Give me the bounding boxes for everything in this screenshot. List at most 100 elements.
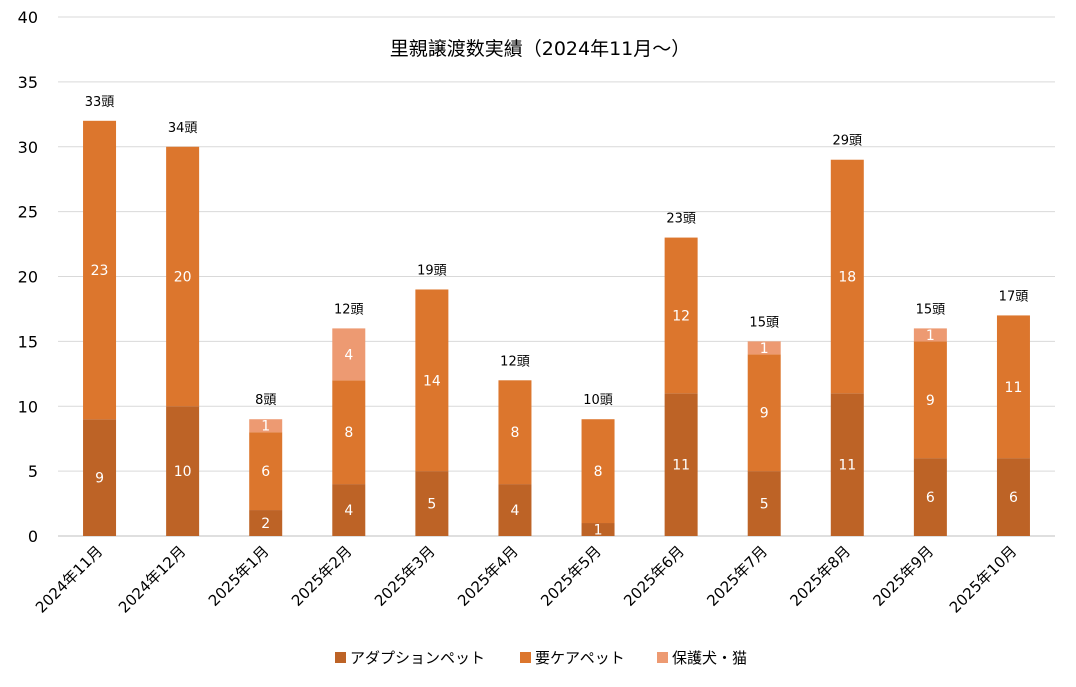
segment-value-label: 8 [344,425,353,441]
bar-segment [747,354,781,472]
bar-segment [83,419,117,536]
x-tick-label: 2025年10月 [946,542,1020,616]
y-tick-label: 5 [28,462,38,481]
bar-segment [996,315,1030,459]
segment-value-label: 1 [760,341,769,357]
total-label: 8頭 [255,393,276,408]
y-tick-label: 40 [18,8,38,27]
segment-value-label: 6 [1009,490,1018,506]
segment-value-label: 8 [510,425,519,441]
legend-label: 要ケアペット [535,649,625,667]
bar-segment [581,419,615,524]
bar-segment [830,159,864,394]
x-tick-label: 2025年8月 [786,542,854,610]
total-label: 17頭 [999,289,1029,304]
segment-value-label: 8 [594,464,603,480]
segment-value-label: 12 [672,308,690,324]
y-tick-label: 25 [18,203,38,222]
bar-segment [747,471,781,536]
legend-swatch [520,652,531,663]
bar-segment [166,146,200,407]
segment-value-label: 23 [91,263,109,279]
segment-value-label: 20 [174,270,192,286]
total-label: 33頭 [85,95,115,110]
y-tick-label: 30 [18,138,38,157]
segment-value-label: 5 [427,497,436,513]
bar-segment [332,484,366,536]
chart-title: 里親譲渡数実績（2024年11月～） [390,38,691,60]
total-label: 23頭 [666,212,696,227]
bar-segment [996,458,1030,536]
total-label: 10頭 [583,393,613,408]
segment-value-label: 6 [261,464,270,480]
segment-value-label: 4 [510,503,519,519]
bar-segment [913,328,947,342]
bars [83,120,1030,536]
segment-value-label: 4 [344,503,353,519]
legend-label: アダプションペット [350,649,485,667]
bar-segment [249,432,283,511]
segment-value-label: 14 [423,373,441,389]
bar-segment [664,393,698,536]
y-tick-label: 35 [18,73,38,92]
y-axis-ticks: 0 5 10 15 20 25 30 35 40 [18,8,38,546]
x-tick-label: 2025年2月 [288,542,356,610]
bar-segment [747,341,781,355]
segment-value-label: 5 [760,497,769,513]
x-tick-label: 2024年11月 [32,542,106,616]
bar-segment [415,289,449,472]
bar-segment [913,341,947,459]
bar-segment [913,458,947,536]
x-tick-label: 2025年7月 [703,542,771,610]
legend-swatch [335,652,346,663]
segment-value-label: 11 [1005,380,1023,396]
segment-value-label: 9 [95,471,104,487]
total-label: 29頭 [833,134,863,149]
total-label: 15頭 [916,302,946,317]
bar-segment [498,380,532,485]
bar-segment [83,120,117,420]
segment-value-label: 11 [672,458,690,474]
x-tick-label: 2025年9月 [870,542,938,610]
bar-segment [581,523,615,536]
total-label: 34頭 [168,121,198,136]
x-tick-label: 2025年4月 [454,542,522,610]
x-tick-label: 2025年5月 [537,542,605,610]
y-tick-label: 0 [28,527,38,546]
bar-segment [166,406,200,536]
bar-segment [249,510,283,536]
segment-value-label: 4 [344,347,353,363]
bar-segment [332,380,366,485]
legend-label: 保護犬・猫 [672,649,747,667]
segment-value-label: 11 [838,458,856,474]
bar-segment [498,484,532,536]
segment-value-label: 1 [594,523,603,539]
x-tick-label: 2025年6月 [620,542,688,610]
legend: アダプションペット 要ケアペット 保護犬・猫 [335,649,747,667]
segment-value-label: 1 [261,419,270,435]
bar-segment [249,419,283,433]
gridlines [58,16,1055,537]
total-label: 12頭 [334,302,364,317]
y-tick-label: 20 [18,268,38,287]
segment-value-label: 10 [174,464,192,480]
total-label: 19頭 [417,263,447,278]
total-label: 15頭 [749,315,779,330]
segment-value-label: 9 [926,393,935,409]
bar-segment [830,393,864,536]
legend-swatch [657,652,668,663]
segment-value-label: 1 [926,328,935,344]
segment-value-label: 18 [838,270,856,286]
x-tick-label: 2025年3月 [371,542,439,610]
x-axis-ticks: 2024年11月 2024年12月 2025年1月 2025年2月 2025年3月 202… [32,542,1020,616]
segment-value-label: 6 [926,490,935,506]
segment-value-label: 9 [760,406,769,422]
x-tick-label: 2024年12月 [115,542,189,616]
y-tick-label: 15 [18,332,38,351]
y-tick-label: 10 [18,397,38,416]
segment-value-label: 2 [261,516,270,532]
total-label: 12頭 [500,354,530,369]
x-tick-label: 2025年1月 [205,542,273,610]
